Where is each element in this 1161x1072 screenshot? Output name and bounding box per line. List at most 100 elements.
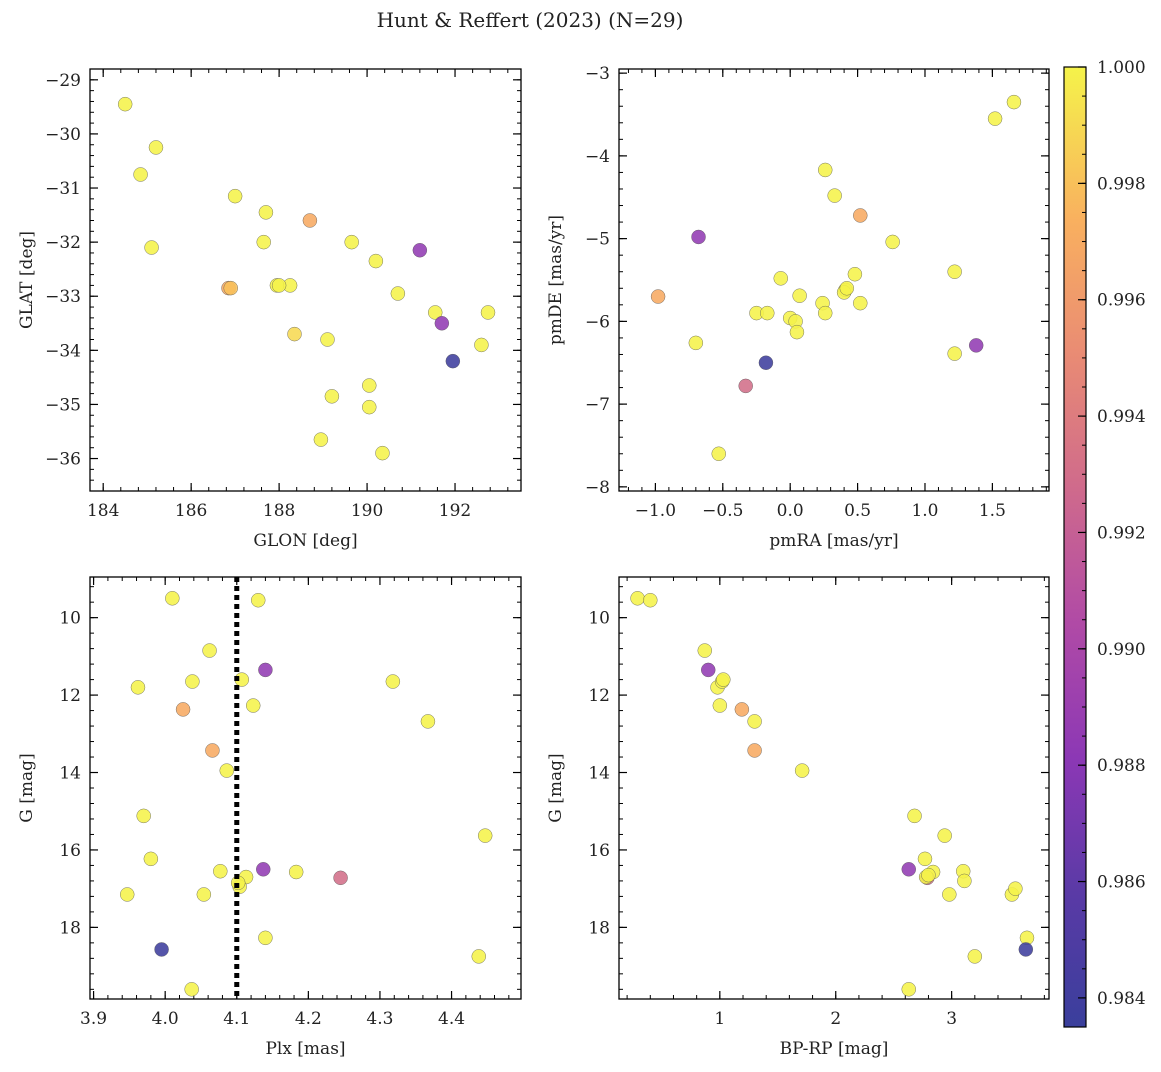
y-tick-label: −6 — [585, 312, 610, 332]
y-tick-label: 18 — [59, 918, 81, 938]
data-point — [967, 949, 983, 964]
data-point — [375, 445, 390, 461]
y-tick-label: 14 — [588, 764, 610, 784]
data-point — [223, 280, 238, 296]
data-point — [385, 674, 401, 689]
data-point — [1006, 94, 1022, 110]
x-tick-label: 1.5 — [979, 501, 1006, 521]
colorbar-tick-label: 0.998 — [1097, 174, 1146, 194]
y-axis-label: G [mag] — [17, 753, 37, 822]
colorbar-tick-label: 1.000 — [1097, 58, 1146, 78]
colorbar-tick-label: 0.986 — [1097, 873, 1146, 893]
x-tick-label: 3 — [946, 1009, 957, 1029]
data-point — [716, 672, 731, 687]
data-point — [445, 353, 461, 369]
y-tick-label: −4 — [585, 147, 610, 167]
data-point — [185, 674, 200, 689]
data-point — [258, 662, 273, 678]
data-point — [643, 593, 658, 608]
x-axis-label: pmRA [mas/yr] — [769, 531, 898, 551]
data-point — [792, 288, 807, 303]
data-point — [630, 591, 645, 606]
data-point — [478, 828, 493, 843]
data-point — [320, 332, 335, 347]
data-point — [987, 111, 1003, 126]
y-tick-label: 14 — [59, 764, 81, 784]
x-tick-label: 0.5 — [844, 501, 871, 521]
data-point — [133, 167, 148, 182]
colorbar: 0.984 0.986 0.988 0.990 0.992 0.994 0.996 0.998… — [1063, 58, 1146, 1028]
data-point — [165, 591, 180, 606]
colorbar-ticks: 0.984 0.986 0.988 0.990 0.992 0.994 0.996 0.998… — [1078, 58, 1146, 1028]
data-point — [143, 851, 159, 867]
data-point — [697, 643, 712, 658]
x-tick-label: 184 — [87, 501, 119, 521]
data-point — [937, 828, 952, 843]
y-tick-label: −31 — [45, 179, 81, 199]
data-point — [794, 763, 810, 778]
data-point — [202, 643, 217, 658]
data-point — [120, 887, 135, 902]
data-point — [184, 982, 199, 997]
x-tick-label: 2 — [830, 1009, 841, 1029]
colorbar-tick-label: 0.996 — [1097, 291, 1146, 311]
data-point — [1018, 942, 1034, 957]
x-axis-label: GLON [deg] — [253, 531, 357, 551]
data-point — [947, 346, 962, 361]
data-point — [901, 862, 916, 877]
x-tick-label: 188 — [263, 501, 295, 521]
axes-frame — [89, 68, 522, 492]
y-tick-label: 12 — [588, 686, 610, 706]
data-point — [885, 234, 900, 250]
axes-frame — [618, 68, 1050, 492]
data-point — [818, 305, 833, 321]
y-tick-label: 10 — [588, 609, 610, 629]
data-point — [471, 949, 486, 964]
x-tick-label: −0.5 — [702, 501, 743, 521]
colorbar-tick-label: 0.992 — [1097, 523, 1146, 543]
data-point — [650, 289, 666, 304]
data-point — [302, 213, 318, 228]
data-point — [219, 763, 234, 778]
y-tick-label: −7 — [585, 395, 610, 415]
data-point — [258, 205, 274, 220]
data-point — [428, 305, 443, 320]
data-point — [313, 432, 329, 447]
axes-frame — [618, 576, 1050, 1000]
data-point — [474, 337, 489, 353]
data-point — [256, 862, 271, 877]
data-point — [712, 698, 728, 713]
y-tick-label: −32 — [45, 233, 81, 253]
y-tick-label: 18 — [588, 918, 610, 938]
data-point — [701, 662, 716, 678]
data-point — [362, 399, 377, 415]
data-point — [117, 96, 133, 112]
axes-frame — [89, 576, 522, 1000]
data-point — [942, 887, 957, 902]
y-tick-label: −36 — [45, 450, 81, 470]
figure-title: Hunt & Reffert (2023) (N=29) — [377, 8, 684, 32]
data-point — [390, 286, 406, 301]
y-tick-label: −33 — [45, 287, 81, 307]
data-point — [258, 930, 273, 946]
data-point — [827, 188, 842, 203]
data-point — [711, 446, 726, 461]
data-point — [256, 234, 271, 250]
x-tick-label: −1.0 — [635, 501, 676, 521]
data-point — [251, 593, 266, 608]
data-point — [196, 887, 212, 902]
colorbar-tick-label: 0.994 — [1097, 407, 1146, 427]
y-tick-label: −8 — [585, 478, 610, 498]
data-point — [136, 808, 151, 824]
y-axis-label: pmDE [mas/yr] — [546, 215, 566, 345]
data-point — [760, 305, 775, 321]
data-point — [480, 305, 496, 320]
y-axis-label: G [mag] — [546, 753, 566, 822]
data-point — [921, 867, 936, 883]
y-tick-label: −3 — [585, 64, 610, 84]
data-point — [227, 188, 243, 204]
x-axis-label: BP-RP [mag] — [780, 1039, 889, 1059]
y-tick-label: 16 — [588, 841, 610, 861]
data-point — [333, 870, 348, 886]
colorbar-tick-label: 0.990 — [1097, 640, 1146, 660]
